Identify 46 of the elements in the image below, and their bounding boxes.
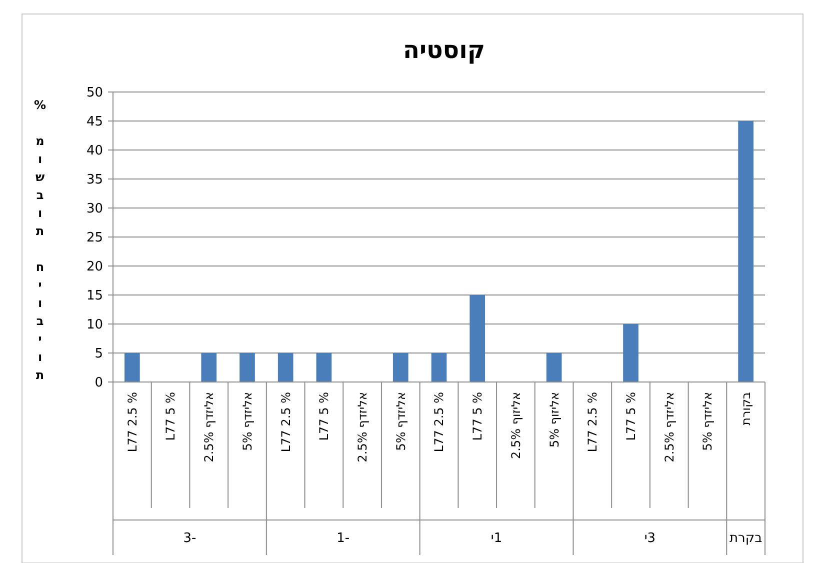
y-tick-label: 10 [86,318,103,333]
y-tick-label: 30 [86,202,103,217]
bar [623,324,638,382]
bar [124,353,140,382]
x-tick-label: אליזוף 2.5% [508,392,523,459]
text: 3- [183,531,196,546]
x-tick-label: L77 5 % [164,392,178,441]
x-tick-label: L77 5 % [624,392,638,441]
x-tick-label: L77 5 % [317,392,332,441]
x-tick-label: L77 5 % [470,392,485,441]
bar [201,353,217,382]
x-tick-label: אליזדף 2.5% [662,392,676,462]
y-tick-label: 15 [86,288,103,304]
y-axis-title: % מושבות חיוביות [33,98,47,386]
y-tick-label: 20 [86,260,103,275]
x-tick-label: L77 2.5 % [125,392,140,452]
y-tick-label: 0 [94,376,103,391]
x-tick-label: אליזדף 2.5% [355,392,370,462]
text: 3י [644,531,656,546]
bar [392,353,408,382]
y-tick-label: 5 [94,346,103,362]
bar [316,353,332,382]
y-tick-label: 35 [86,172,103,188]
bar [546,353,562,382]
bar [431,353,447,382]
x-tick-label: L77 2.5 % [278,392,293,452]
chart-title: קוסטיה [402,36,486,64]
y-tick-label: 50 [86,86,103,101]
y-tick-label: 40 [86,144,103,159]
text: 1- [336,531,350,546]
x-tick-label: אליזדף 5% [394,392,408,451]
x-tick-label: L77 2.5 % [432,392,446,452]
bar [278,353,294,382]
bar [738,121,754,382]
text: בקרת [730,531,762,546]
bar [470,295,486,382]
y-tick-label: 45 [86,114,103,130]
x-tick-label: L77 2.5 % [586,392,600,452]
y-tick-label: 25 [86,230,103,246]
x-tick-label: אליזדף 5% [240,392,254,451]
x-tick-label: אליזוף 5% [547,392,562,448]
x-tick-label: אליזדף 2.5% [202,392,216,462]
text: 1י [490,531,502,546]
bar [240,353,255,382]
x-tick-label: אליזדף 5% [700,392,715,451]
x-tick-label: בקורת [739,392,754,426]
